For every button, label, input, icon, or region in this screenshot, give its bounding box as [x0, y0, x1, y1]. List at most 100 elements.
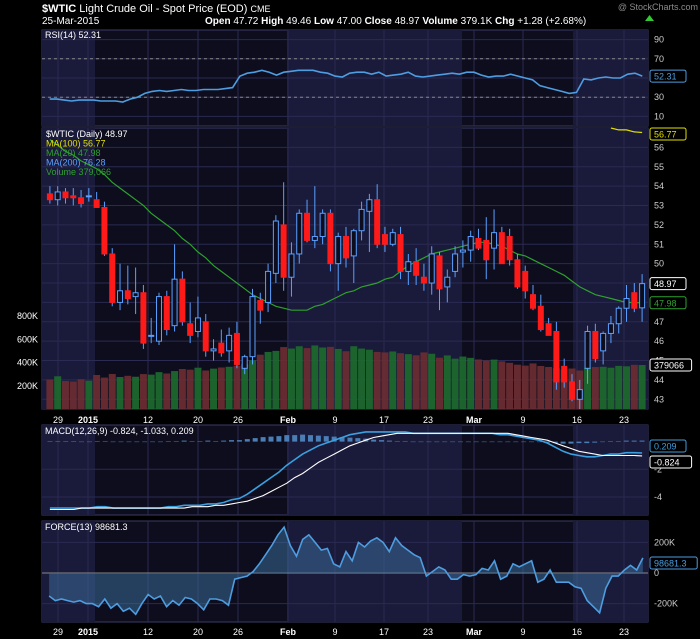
candle-body-25	[241, 356, 248, 369]
volume-bar-35	[319, 347, 327, 409]
macd-hist-bar-63	[544, 441, 550, 443]
macd-hist-bar-12	[142, 441, 148, 443]
candle-body-50	[436, 255, 443, 290]
candle-body-40	[358, 208, 365, 232]
candle-body-48	[420, 276, 427, 284]
volume-bar-11	[132, 376, 140, 409]
candle-body-46	[405, 261, 412, 272]
candle-1	[54, 186, 61, 206]
candle-53	[459, 240, 466, 268]
volume-bar-70	[591, 367, 599, 409]
candle-14	[155, 292, 162, 346]
price-badge-2-box	[649, 296, 687, 310]
volume-bar-40	[358, 348, 366, 409]
candle-body-14	[155, 296, 162, 342]
rsi-tick-label-3: 30	[654, 92, 664, 102]
volume-bar-76	[638, 365, 646, 409]
candle-61	[522, 265, 529, 299]
rsi-tick-label-0: 90	[654, 35, 664, 45]
rsi-value-badge-box	[649, 69, 687, 83]
price-x-label-2: 12	[143, 415, 153, 425]
macd-hist-bar-1	[55, 441, 61, 442]
macd-hist-bar-34	[315, 435, 321, 442]
volume-bar-28	[264, 351, 272, 409]
rsi-legend: RSI(14) 52.31	[45, 30, 101, 40]
candle-46	[405, 253, 412, 285]
candle-17	[179, 271, 186, 326]
candle-73	[615, 306, 622, 334]
candle-body-76	[639, 283, 646, 309]
volume-bar-13	[147, 374, 155, 409]
candle-31	[288, 242, 295, 297]
price-tick-label-9: 52	[654, 220, 664, 230]
volume-bar-73	[615, 365, 623, 409]
macd-hist-bar-74	[631, 440, 637, 442]
macd-hist-bar-56	[489, 441, 495, 443]
candle-47	[413, 248, 420, 285]
volume-bar-57	[490, 359, 498, 409]
candle-54	[467, 230, 474, 262]
volume-bar-49	[428, 353, 436, 409]
volume-bar-1	[54, 376, 62, 409]
candle-45	[397, 226, 404, 280]
macd-hist-bar-50	[442, 441, 448, 443]
candle-body-52	[452, 253, 459, 272]
price-tick-label-12: 55	[654, 162, 664, 172]
macd-hist-bar-52	[457, 441, 463, 443]
candle-body-43	[381, 234, 388, 245]
force-value-badge-box	[649, 556, 698, 570]
force-x-label-11: 16	[572, 627, 582, 637]
macd-tick-label-1: -4	[654, 492, 662, 502]
candle-68	[576, 379, 583, 409]
macd-hist-bar-17	[181, 440, 187, 442]
candle-body-45	[397, 234, 404, 272]
candle-52	[452, 246, 459, 278]
candle-64	[545, 317, 552, 336]
force-area	[49, 527, 643, 615]
volume-bar-2	[61, 381, 69, 409]
force-x-label-0: 29	[53, 627, 63, 637]
macd-hist-bar-24	[236, 440, 242, 442]
macd-hist-bar-16	[173, 441, 179, 442]
candle-body-18	[187, 323, 194, 336]
macd-hist-bar-32	[300, 434, 306, 442]
macd-hist-bar-55	[481, 441, 487, 443]
macd-hist-bar-6	[94, 441, 100, 442]
macd-hist-bar-3	[71, 441, 77, 442]
candle-11	[132, 267, 139, 315]
force-x-label-6: 9	[332, 627, 337, 637]
candle-8	[109, 248, 116, 307]
candle-body-15	[163, 296, 170, 331]
volume-bar-44	[389, 351, 397, 409]
macd-hist-bar-10	[126, 441, 132, 443]
price-badge-1-box	[649, 277, 687, 291]
candle-body-74	[623, 298, 630, 309]
price-tick-label-4: 47	[654, 317, 664, 327]
price-tick-label-0: 43	[654, 394, 664, 404]
candle-60	[514, 253, 521, 289]
candle-28	[265, 263, 272, 313]
candle-body-38	[343, 236, 349, 259]
candle-48	[420, 263, 427, 291]
macd-hist-bar-18	[189, 441, 195, 442]
volume-bar-24	[233, 365, 241, 409]
macd-hist-bar-69	[592, 441, 598, 443]
price-x-label-6: 9	[332, 415, 337, 425]
volume-bar-53	[459, 356, 467, 409]
macd-hist-bar-7	[102, 441, 108, 442]
force-x-label-10: 9	[520, 627, 525, 637]
price-panel: 4344454647484950515253545556200K400K600K…	[17, 127, 693, 425]
candle-42	[374, 184, 381, 249]
candle-3	[70, 188, 77, 206]
volume-bar-18	[186, 369, 194, 409]
macd-hist-bar-58	[505, 441, 511, 443]
candle-25	[241, 354, 248, 375]
price-legend-3: MA(200) 76.28	[46, 158, 106, 168]
macd-hist-bar-23	[229, 440, 235, 442]
volume-bar-34	[311, 345, 319, 409]
volume-bar-63	[537, 365, 545, 409]
price-legend-4: Volume 379,066	[46, 167, 111, 177]
macd-hist-bar-49	[434, 441, 440, 443]
change-arrow-icon	[645, 15, 654, 21]
